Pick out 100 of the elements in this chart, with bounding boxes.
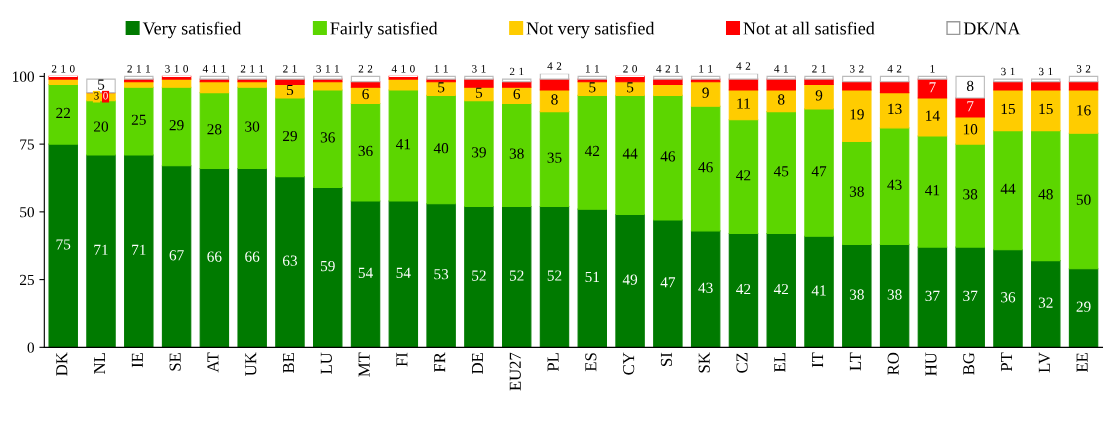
data-label: 1 (401, 65, 406, 73)
bar (615, 81, 645, 96)
legend-label: Not at all satisfied (743, 21, 875, 35)
data-label: 38 (509, 148, 524, 159)
data-label: 1 (585, 65, 590, 73)
bar (275, 97, 305, 178)
data-label: 52 (547, 270, 562, 281)
data-label: 0 (410, 65, 415, 73)
data-label: 15 (1039, 103, 1053, 115)
data-label: 75 (56, 239, 71, 250)
x-tick-label: DK (56, 352, 68, 376)
bar (237, 86, 267, 170)
data-label: 0 (183, 65, 189, 73)
bar (1068, 268, 1099, 348)
data-label: 1 (250, 65, 255, 73)
data-label: 15 (1001, 103, 1016, 115)
data-label: 1 (325, 65, 330, 73)
bar (577, 208, 608, 348)
data-label: 1 (137, 65, 141, 73)
bar (690, 105, 721, 232)
data-label: 29 (282, 130, 297, 142)
bar (842, 81, 872, 91)
bar (539, 205, 570, 348)
data-label: 1 (481, 65, 486, 73)
data-label: 2 (665, 65, 671, 73)
data-label: 3 (1038, 67, 1044, 76)
data-label: 44 (622, 148, 638, 159)
x-tick-label: CY (623, 352, 635, 375)
data-label: 37 (925, 290, 940, 302)
data-label: 47 (811, 166, 827, 177)
data-label: 1 (174, 65, 179, 73)
data-label: 37 (963, 290, 978, 302)
bar (124, 81, 154, 88)
bar (917, 78, 948, 99)
data-label: 1 (146, 65, 150, 73)
data-label: 4 (656, 65, 662, 73)
bar (161, 86, 192, 167)
data-label: 38 (963, 189, 978, 200)
data-label: 1 (783, 65, 788, 73)
data-label: 45 (773, 166, 789, 177)
bar (501, 81, 532, 88)
data-label: 67 (169, 250, 184, 261)
x-tick-label: LV (1038, 352, 1051, 373)
bar (879, 81, 910, 94)
data-label: 1 (1010, 67, 1015, 76)
data-label: 5 (475, 87, 483, 98)
data-label: 3 (1076, 65, 1082, 73)
data-label: 1 (1048, 67, 1053, 76)
data-label: 0 (632, 65, 637, 73)
data-label: 3 (316, 65, 322, 73)
data-label: 29 (169, 120, 184, 131)
data-label: 42 (736, 283, 751, 295)
data-label: 2 (556, 62, 562, 70)
data-label: 54 (396, 267, 411, 278)
bar (1031, 260, 1061, 348)
data-label: 5 (98, 79, 105, 90)
bar (842, 89, 872, 142)
y-tick-label: 75 (20, 139, 34, 150)
data-label: 1 (221, 65, 226, 73)
x-tick-label: EL (774, 353, 786, 373)
bar (955, 246, 985, 348)
bar (539, 73, 570, 80)
data-label: 2 (859, 65, 864, 73)
bar (350, 75, 381, 83)
data-label: 1 (821, 65, 826, 73)
bar (879, 92, 910, 129)
legend-label: DK/NA (963, 22, 1021, 35)
x-tick-label: IT (812, 352, 824, 368)
data-label: 11 (737, 98, 750, 109)
bar (653, 94, 683, 221)
data-label: 38 (849, 186, 864, 197)
x-tick-label: PT (1001, 352, 1012, 372)
bar (1031, 81, 1061, 91)
bar (615, 214, 645, 348)
bar (426, 203, 456, 348)
bar (48, 83, 78, 145)
x-tick-label: HU (925, 352, 937, 376)
data-label: 1 (434, 65, 439, 73)
bar (275, 83, 305, 99)
bar (577, 94, 608, 210)
data-label: 2 (358, 65, 364, 73)
bar (161, 165, 192, 348)
data-label: 1 (292, 65, 297, 73)
x-tick-label: AT (207, 352, 219, 373)
data-label: 2 (1085, 65, 1091, 73)
data-label: 2 (240, 65, 246, 73)
data-label: 47 (660, 277, 676, 288)
bar (879, 75, 910, 83)
data-label: 19 (850, 109, 864, 120)
data-label: 54 (358, 267, 373, 278)
data-label: 1 (61, 65, 66, 73)
bar (728, 78, 759, 91)
legend-label: Fairly satisfied (330, 21, 438, 39)
bar (842, 140, 872, 245)
data-label: 1 (595, 65, 599, 73)
data-label: 4 (547, 62, 553, 70)
x-tick-label: FI (396, 352, 408, 367)
x-tick-label: ES (585, 353, 597, 372)
data-label: 3 (165, 65, 170, 73)
data-label: 29 (1076, 301, 1091, 312)
